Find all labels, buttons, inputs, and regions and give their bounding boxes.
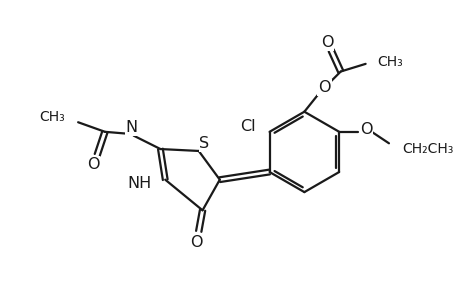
Text: NH: NH: [127, 176, 151, 191]
Text: CH₂CH₃: CH₂CH₃: [402, 142, 453, 156]
Text: CH₃: CH₃: [39, 110, 65, 124]
Text: O: O: [318, 80, 330, 95]
Text: Cl: Cl: [240, 118, 256, 134]
Text: CH₃: CH₃: [376, 55, 402, 69]
Text: O: O: [359, 122, 371, 137]
Text: N: N: [125, 121, 138, 136]
Text: O: O: [320, 35, 333, 50]
Text: O: O: [190, 235, 202, 250]
Text: S: S: [199, 136, 209, 151]
Text: O: O: [87, 157, 100, 172]
